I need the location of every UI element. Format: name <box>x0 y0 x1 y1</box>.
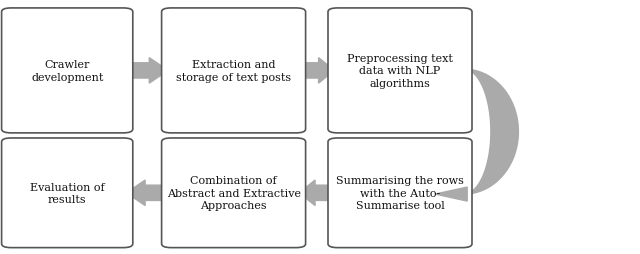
Text: Preprocessing text
data with NLP
algorithms: Preprocessing text data with NLP algorit… <box>347 54 453 88</box>
Polygon shape <box>127 58 168 84</box>
Polygon shape <box>127 180 168 206</box>
Polygon shape <box>300 180 334 206</box>
Text: Extraction and
storage of text posts: Extraction and storage of text posts <box>176 60 291 82</box>
FancyBboxPatch shape <box>328 138 472 248</box>
FancyBboxPatch shape <box>328 9 472 133</box>
Text: Crawler
development: Crawler development <box>31 60 104 82</box>
FancyBboxPatch shape <box>2 9 133 133</box>
FancyBboxPatch shape <box>161 138 306 248</box>
Text: Combination of
Abstract and Extractive
Approaches: Combination of Abstract and Extractive A… <box>166 176 301 210</box>
Polygon shape <box>300 58 334 84</box>
FancyBboxPatch shape <box>2 138 133 248</box>
FancyBboxPatch shape <box>161 9 306 133</box>
Text: Evaluation of
results: Evaluation of results <box>30 182 104 204</box>
Polygon shape <box>464 70 518 194</box>
Polygon shape <box>435 187 467 201</box>
Text: Summarising the rows
with the Auto-
Summarise tool: Summarising the rows with the Auto- Summ… <box>336 176 464 210</box>
